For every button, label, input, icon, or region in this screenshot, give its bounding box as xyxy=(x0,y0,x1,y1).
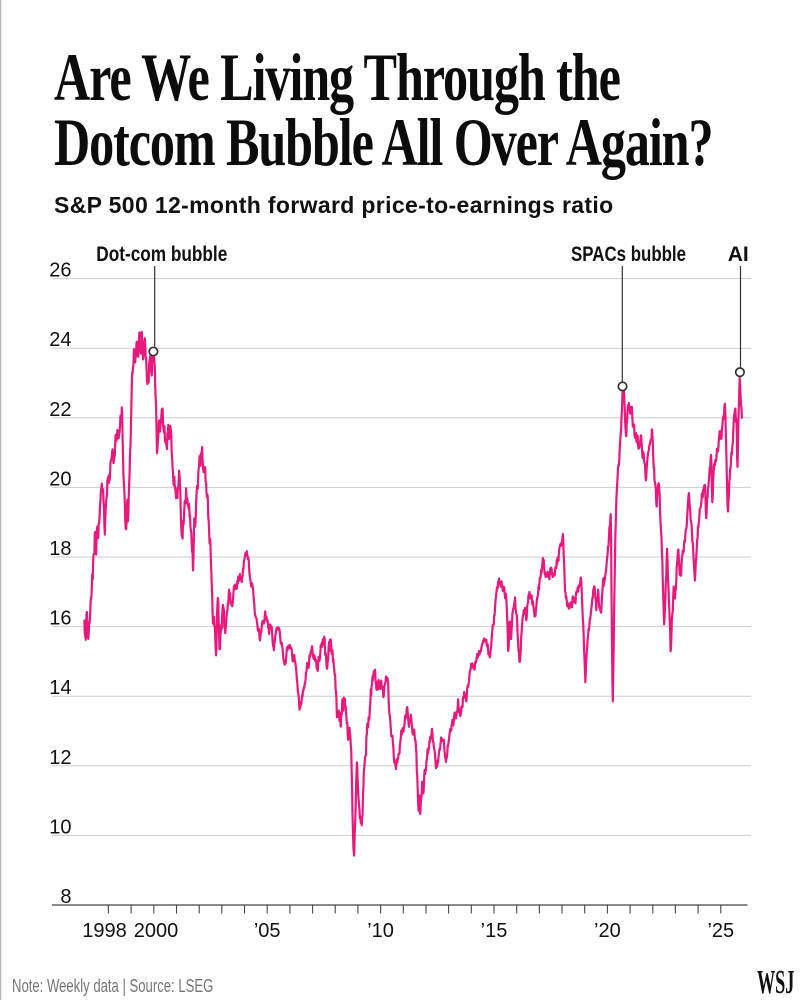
svg-text:’15: ’15 xyxy=(481,920,508,942)
svg-text:24: 24 xyxy=(49,329,71,351)
svg-text:AI: AI xyxy=(728,243,749,266)
svg-text:’20: ’20 xyxy=(594,920,621,942)
svg-text:20: 20 xyxy=(49,468,71,490)
svg-text:10: 10 xyxy=(49,816,71,838)
svg-text:16: 16 xyxy=(49,608,71,630)
svg-text:2000: 2000 xyxy=(134,920,179,942)
svg-text:8: 8 xyxy=(60,886,71,908)
svg-text:Dot-com bubble: Dot-com bubble xyxy=(96,243,227,266)
svg-text:SPACs bubble: SPACs bubble xyxy=(571,243,686,266)
svg-text:1998: 1998 xyxy=(82,920,127,942)
svg-text:12: 12 xyxy=(49,747,71,769)
svg-text:18: 18 xyxy=(49,538,71,560)
svg-text:22: 22 xyxy=(49,399,71,421)
svg-text:’05: ’05 xyxy=(254,920,281,942)
svg-text:’10: ’10 xyxy=(367,920,394,942)
svg-text:26: 26 xyxy=(49,260,71,282)
svg-text:’25: ’25 xyxy=(707,920,734,942)
svg-text:14: 14 xyxy=(49,677,71,699)
